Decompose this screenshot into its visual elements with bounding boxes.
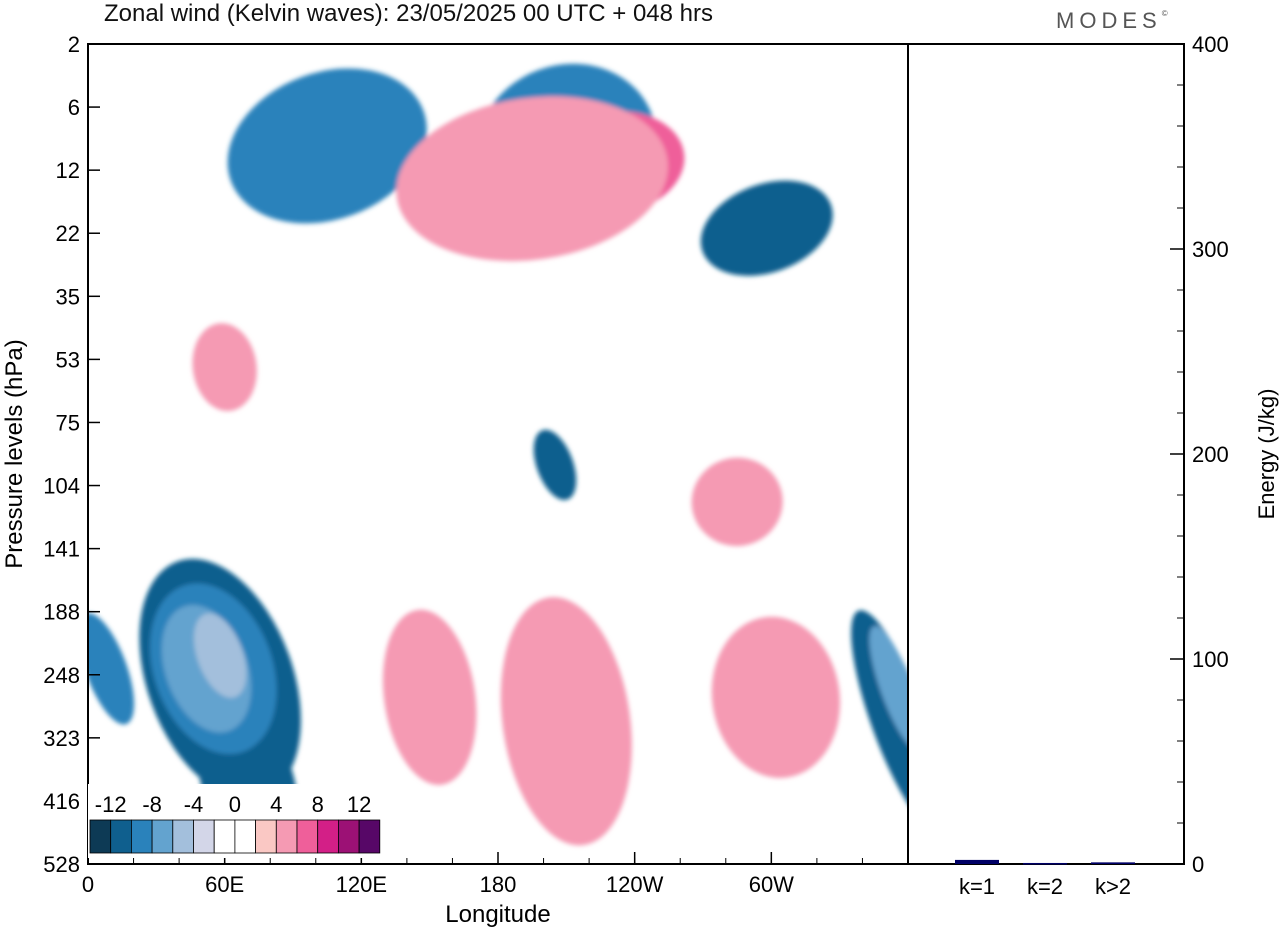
colorbar-legend: -12 -8 -4 0 4 8 12 [88, 784, 384, 858]
energy-tick-label: 0 [1192, 852, 1204, 877]
colorbar-swatch [130, 819, 153, 854]
x-tick-label: 180 [480, 872, 517, 897]
chart-title: Zonal wind (Kelvin waves): 23/05/2025 00… [104, 0, 713, 27]
colorbar-swatch [317, 819, 339, 854]
y-tick-label: 248 [43, 663, 80, 688]
colorbar-swatch [296, 819, 319, 854]
modes-logo: MODES© [1056, 8, 1168, 33]
x-tick-label: 60W [749, 872, 794, 897]
energy-bar-1 [955, 859, 999, 864]
y-tick-label: 75 [56, 410, 80, 435]
colorbar-swatch [234, 819, 256, 854]
colorbar-label: 0 [229, 792, 241, 817]
y-tick-label: 6 [68, 95, 80, 120]
colorbar-swatch [172, 819, 194, 854]
longitude-axis: 0 60E 120E 180 120W 60W [82, 852, 863, 897]
colorbar-swatch [193, 819, 215, 854]
colorbar-label: 8 [312, 792, 324, 817]
energy-tick-label: 400 [1192, 32, 1229, 57]
energy-category-label: k=2 [1027, 874, 1063, 899]
anomaly-negative-4 [700, 180, 833, 276]
x-tick-label: 0 [82, 872, 94, 897]
energy-tick-label: 200 [1192, 442, 1229, 467]
wind-anomaly-field [88, 63, 908, 852]
colorbar-label: -12 [95, 792, 127, 817]
y-tick-label: 528 [43, 852, 80, 877]
energy-category-label: k>2 [1095, 874, 1131, 899]
colorbar-label: -8 [142, 792, 162, 817]
energy-bars: k=1 k=2 k>2 [955, 859, 1135, 899]
y-tick-label: 141 [43, 537, 80, 562]
energy-plot-frame [907, 43, 1185, 865]
colorbar-swatch [151, 819, 174, 854]
anomaly-positive-19 [500, 597, 632, 846]
energy-tick-label: 300 [1192, 237, 1229, 262]
energy-axis: 0 100 200 300 400 [1170, 32, 1229, 877]
x-axis-label: Longitude [445, 901, 550, 928]
y-tick-label: 2 [68, 32, 80, 57]
y-tick-label: 22 [56, 221, 80, 246]
x-tick-label: 60E [205, 872, 244, 897]
colorbar-label: 12 [347, 792, 371, 817]
colorbar-swatch [275, 819, 298, 854]
colorbar-swatch [337, 819, 360, 854]
energy-tick-label: 100 [1192, 647, 1229, 672]
y-tick-label: 35 [56, 284, 80, 309]
colorbar-swatch [110, 819, 132, 854]
colorbar-label: 4 [270, 792, 282, 817]
colorbar-swatch [89, 819, 112, 854]
anomaly-positive-22 [691, 457, 783, 547]
y-tick-label: 416 [43, 789, 80, 814]
anomaly-positive-21 [711, 616, 841, 778]
y-tick-label: 104 [43, 474, 80, 499]
anomaly-negative-8 [227, 68, 427, 224]
colorbar-swatch [213, 819, 236, 854]
energy-bar-3 [1091, 862, 1135, 864]
energy-axis-label: Energy (J/kg) [1254, 389, 1279, 520]
y-tick-label: 323 [43, 726, 80, 751]
anomaly-positive-23 [192, 323, 257, 412]
y-axis-label: Pressure levels (hPa) [1, 339, 28, 568]
x-tick-label: 120W [606, 872, 664, 897]
colorbar-swatch [358, 819, 381, 854]
y-tick-label: 188 [43, 600, 80, 625]
anomaly-positive-18 [396, 96, 668, 262]
pressure-axis: 2 6 12 22 35 53 75 104 141 188 248 323 416 528 [43, 32, 100, 877]
anomaly-negative-12 [869, 625, 908, 751]
anomaly-negative-17 [193, 613, 247, 698]
colorbar-label: -4 [184, 792, 204, 817]
anomaly-positive-20 [382, 609, 477, 785]
anomaly-negative-5 [533, 429, 577, 501]
energy-category-label: k=1 [959, 874, 995, 899]
anomaly-negative-7 [88, 613, 135, 725]
energy-bar-2 [1023, 862, 1067, 865]
y-tick-label: 12 [56, 158, 80, 183]
x-tick-label: 120E [336, 872, 387, 897]
colorbar-swatch [255, 819, 277, 854]
y-tick-label: 53 [56, 347, 80, 372]
